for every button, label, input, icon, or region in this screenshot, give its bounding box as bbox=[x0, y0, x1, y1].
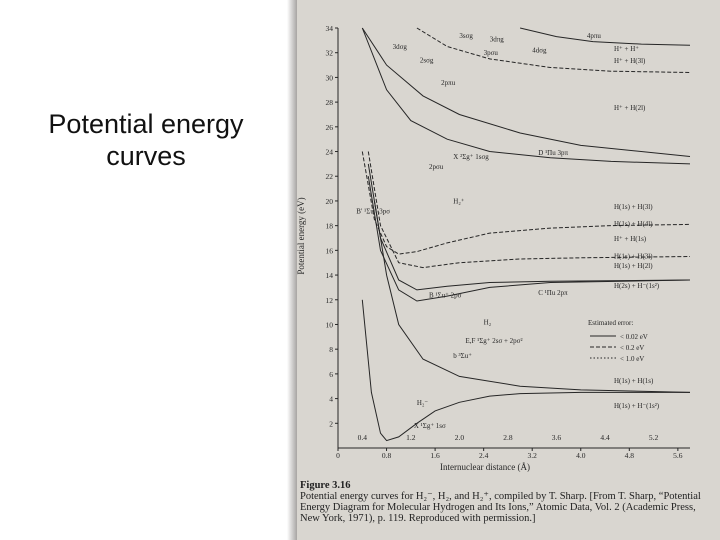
legend-entry: < 0.02 eV bbox=[620, 333, 648, 341]
x-tick-label: 0 bbox=[336, 451, 340, 460]
y-tick-label: 16 bbox=[326, 246, 334, 255]
curve-label: H₂⁻ bbox=[417, 399, 428, 407]
asymptote-label: H(1s) + H(2l) bbox=[614, 262, 653, 270]
x-tick-label: 5.6 bbox=[673, 451, 683, 460]
y-axis-label: Potential energy (eV) bbox=[296, 197, 306, 274]
y-tick-label: 28 bbox=[326, 98, 334, 107]
series-line bbox=[361, 151, 691, 255]
y-tick-label: 22 bbox=[326, 172, 334, 181]
curve-label: C ¹Πu 2pπ bbox=[538, 289, 568, 297]
curve-label: 4pπu bbox=[587, 32, 602, 40]
asymptote-label: H⁺ + H⁺ bbox=[614, 45, 639, 53]
series-line bbox=[373, 200, 691, 393]
legend-entry: < 1.0 eV bbox=[620, 355, 644, 363]
y-tick-label: 14 bbox=[326, 271, 334, 280]
y-tick-label: 6 bbox=[329, 370, 333, 379]
y-tick-label: 8 bbox=[329, 345, 333, 354]
figure-caption-text: Potential energy curves for H₂⁻, H₂, and… bbox=[300, 491, 701, 524]
series-line bbox=[361, 299, 690, 442]
x-tick-label-upper: 3.6 bbox=[552, 433, 562, 442]
curve-label: 3dσg bbox=[393, 43, 408, 51]
asymptote-label: H(1s) + H(3l) bbox=[614, 252, 653, 260]
y-tick-label: 4 bbox=[329, 395, 333, 404]
curve-label: D ¹Πu 3pπ bbox=[538, 149, 568, 157]
x-tick-label-upper: 5.2 bbox=[649, 433, 659, 442]
series-line bbox=[416, 27, 691, 73]
asymptote-label: H(1s) + H(1s) bbox=[614, 377, 654, 385]
curve-label: 4dσg bbox=[532, 47, 547, 55]
curve-label: 3sσg bbox=[459, 32, 473, 40]
chart-curve-labels: 3dσg 2sσg 2pπu 3dπg 3pσu 4dσg 4pπu 3sσg 2pσu D ¹Π… bbox=[356, 32, 660, 430]
x-tick-label: 0.8 bbox=[382, 451, 392, 460]
x-tick-label: 1.6 bbox=[430, 451, 440, 460]
chart-curves bbox=[361, 27, 691, 442]
curve-label: X ¹Σg⁺ 1sσ bbox=[414, 422, 446, 430]
x-tick-label-upper: 2.0 bbox=[455, 433, 465, 442]
slide-title: Potential energy curves bbox=[48, 109, 244, 171]
x-tick-label: 2.4 bbox=[479, 451, 489, 460]
figure-number: Figure 3.16 bbox=[300, 480, 351, 491]
x-tick-label-upper: 4.4 bbox=[600, 433, 610, 442]
chart-legend: Estimated error: < 0.02 eV < 0.2 eV < 1.0 e… bbox=[588, 319, 648, 363]
y-tick-label: 32 bbox=[326, 49, 334, 58]
figure-scan bbox=[297, 0, 720, 540]
y-tick-label: 10 bbox=[326, 320, 334, 329]
curve-label: b ³Σu⁺ bbox=[453, 352, 472, 360]
series-line bbox=[519, 27, 691, 46]
series-line bbox=[367, 176, 691, 302]
curve-label: B′ ¹Σu⁺ 3pσ bbox=[356, 207, 390, 215]
x-tick-label: 3.2 bbox=[528, 451, 538, 460]
y-tick-label: 26 bbox=[326, 123, 334, 132]
y-tick-label: 24 bbox=[326, 148, 334, 157]
curve-label: H₂⁺ bbox=[453, 197, 464, 205]
series-line bbox=[367, 163, 691, 291]
y-tick-label: 34 bbox=[326, 24, 334, 33]
asymptote-label: H(1s) + H⁻(1s²) bbox=[614, 402, 660, 410]
curve-label: H₂ bbox=[484, 318, 492, 326]
curve-label: 3pσu bbox=[484, 49, 499, 57]
chart-axes bbox=[337, 28, 690, 449]
asymptote-label: H(1s) + H(4l) bbox=[614, 220, 653, 228]
figure-caption: Figure 3.16 Potential energy curves for … bbox=[300, 480, 715, 524]
x-tick-label-upper: 1.2 bbox=[406, 433, 416, 442]
series-line bbox=[361, 27, 691, 157]
x-tick-label-upper: 0.4 bbox=[358, 433, 368, 442]
curve-label: B ¹Σu⁺ 2pσ bbox=[429, 291, 462, 299]
series-line bbox=[367, 151, 691, 269]
x-axis-label: Internuclear distance (Å) bbox=[440, 462, 530, 472]
series-line bbox=[361, 27, 691, 165]
asymptote-label: H⁺ + H(3l) bbox=[614, 57, 646, 65]
curve-label: 3dπg bbox=[490, 36, 505, 44]
figure-edge-shadow bbox=[287, 0, 297, 540]
y-tick-label: 12 bbox=[326, 296, 334, 305]
curve-label: E,F ¹Σg⁺ 2sσ + 2pσ² bbox=[465, 337, 522, 345]
y-tick-label: 2 bbox=[329, 419, 333, 428]
x-tick-label-upper: 2.8 bbox=[503, 433, 513, 442]
legend-entry: < 0.2 eV bbox=[620, 344, 644, 352]
x-tick-label: 4.0 bbox=[576, 451, 586, 460]
y-tick-label: 20 bbox=[326, 197, 334, 206]
curve-label: 2pσu bbox=[429, 163, 444, 171]
y-tick-label: 18 bbox=[326, 222, 334, 231]
asymptote-label: H⁺ + H(2l) bbox=[614, 104, 646, 112]
curve-label: 2sσg bbox=[420, 57, 434, 65]
curve-label: X ²Σg⁺ 1sσg bbox=[453, 153, 489, 161]
asymptote-label: H(1s) + H(3l) bbox=[614, 203, 653, 211]
legend-title: Estimated error: bbox=[588, 319, 633, 327]
x-tick-label: 4.8 bbox=[625, 451, 635, 460]
asymptote-label: H⁺ + H(1s) bbox=[614, 235, 647, 243]
asymptote-label: H(2s) + H⁻(1s²) bbox=[614, 282, 660, 290]
y-tick-label: 30 bbox=[326, 73, 334, 82]
curve-label: 2pπu bbox=[441, 79, 456, 87]
